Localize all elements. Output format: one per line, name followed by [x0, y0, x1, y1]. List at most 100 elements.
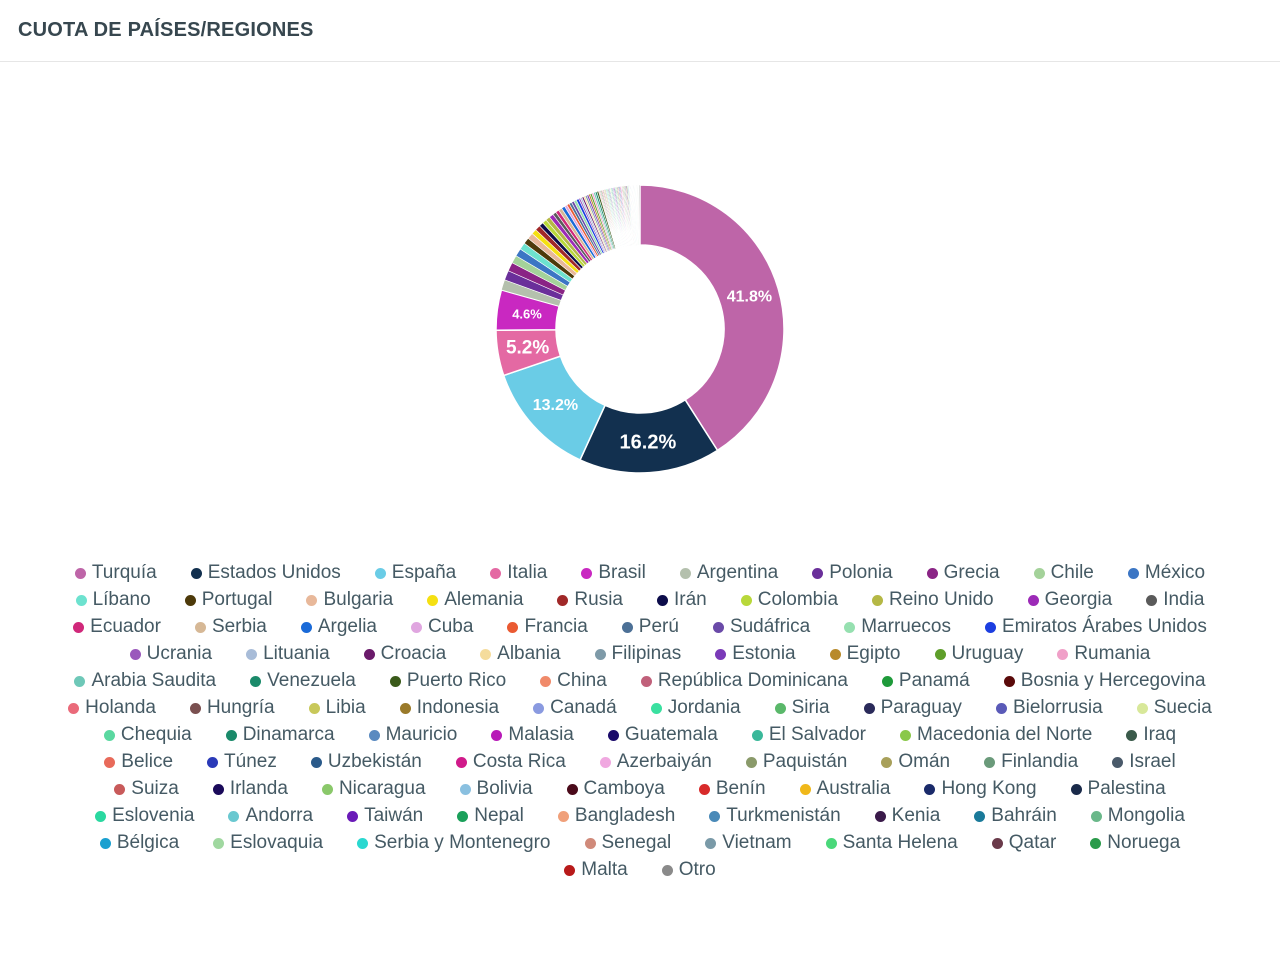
legend-item[interactable]: Rumania [1057, 643, 1150, 665]
legend-item[interactable]: Bulgaria [306, 589, 393, 611]
legend-item[interactable]: España [374, 562, 456, 584]
slice-turqu-a[interactable] [639, 184, 785, 452]
legend-item[interactable]: Sudáfrica [712, 616, 810, 638]
legend-item[interactable]: Dinamarca [225, 724, 335, 746]
legend-item[interactable]: Andorra [228, 805, 313, 827]
legend-item[interactable]: Túnez [207, 751, 277, 773]
legend-item[interactable]: Hungría [189, 697, 275, 719]
legend-item[interactable]: Paraguay [863, 697, 962, 719]
legend-item[interactable]: Jordania [650, 697, 741, 719]
legend-item[interactable]: Albania [480, 643, 561, 665]
legend-item[interactable]: Italia [490, 562, 547, 584]
legend-item[interactable]: Argelia [300, 616, 377, 638]
legend-item[interactable]: Mauricio [368, 724, 457, 746]
legend-item[interactable]: Santa Helena [825, 832, 958, 854]
legend-item[interactable]: Otro [661, 859, 716, 881]
legend-item[interactable]: Guatemala [607, 724, 718, 746]
legend-item[interactable]: Nepal [457, 805, 524, 827]
legend-item[interactable]: Irlanda [212, 778, 288, 800]
legend-item[interactable]: El Salvador [751, 724, 866, 746]
legend-item[interactable]: Líbano [75, 589, 151, 611]
legend-item[interactable]: Turkmenistán [709, 805, 841, 827]
legend-item[interactable]: Colombia [740, 589, 838, 611]
legend-item[interactable]: Finlandia [984, 751, 1078, 773]
legend-item[interactable]: Indonesia [399, 697, 499, 719]
legend-item[interactable]: Eslovaquia [213, 832, 323, 854]
legend-item[interactable]: Francia [507, 616, 588, 638]
legend-item[interactable]: Hong Kong [924, 778, 1037, 800]
legend-item[interactable]: Macedonia del Norte [900, 724, 1092, 746]
legend-item[interactable]: Chile [1033, 562, 1094, 584]
legend-item[interactable]: Ecuador [73, 616, 161, 638]
legend-item[interactable]: Lituania [246, 643, 330, 665]
legend-item[interactable]: Panamá [881, 670, 970, 692]
legend-item[interactable]: Perú [621, 616, 679, 638]
legend-item[interactable]: Paquistán [745, 751, 847, 773]
legend-item[interactable]: Noruega [1090, 832, 1180, 854]
legend-item[interactable]: Uzbekistán [310, 751, 422, 773]
legend-item[interactable]: Senegal [584, 832, 671, 854]
legend-item[interactable]: Bangladesh [557, 805, 675, 827]
legend-item[interactable]: Estados Unidos [190, 562, 341, 584]
legend-item[interactable]: Iraq [1126, 724, 1176, 746]
legend-item[interactable]: Kenia [874, 805, 940, 827]
legend-item[interactable]: Bahráin [974, 805, 1057, 827]
legend-item[interactable]: Vietnam [705, 832, 792, 854]
legend-item[interactable]: Benín [698, 778, 766, 800]
legend-item[interactable]: Irán [657, 589, 707, 611]
legend-item[interactable]: Marruecos [844, 616, 951, 638]
legend-item[interactable]: Eslovenia [95, 805, 194, 827]
legend-item[interactable]: Malta [564, 859, 628, 881]
legend-item[interactable]: Camboya [566, 778, 665, 800]
legend-item[interactable]: México [1127, 562, 1205, 584]
legend-item[interactable]: Rusia [557, 589, 623, 611]
legend-item[interactable]: Qatar [991, 832, 1056, 854]
legend-item[interactable]: Libia [308, 697, 366, 719]
legend-item[interactable]: Bélgica [99, 832, 179, 854]
legend-item[interactable]: Chequia [103, 724, 192, 746]
legend-item[interactable]: Georgia [1027, 589, 1112, 611]
legend-item[interactable]: Serbia y Montenegro [357, 832, 551, 854]
legend-item[interactable]: Polonia [812, 562, 893, 584]
legend-item[interactable]: Argentina [679, 562, 778, 584]
legend-item[interactable]: Costa Rica [455, 751, 566, 773]
legend-item[interactable]: Alemania [427, 589, 523, 611]
legend-item[interactable]: Reino Unido [872, 589, 994, 611]
legend-item[interactable]: Canadá [533, 697, 617, 719]
legend-item[interactable]: Brasil [581, 562, 646, 584]
legend-item[interactable]: Australia [799, 778, 890, 800]
legend-item[interactable]: Portugal [184, 589, 272, 611]
legend-item[interactable]: Grecia [926, 562, 1000, 584]
legend-item[interactable]: Taiwán [347, 805, 423, 827]
legend-item[interactable]: India [1146, 589, 1204, 611]
legend-item[interactable]: Bielorrusia [995, 697, 1103, 719]
legend-item[interactable]: Holanda [68, 697, 156, 719]
legend-item[interactable]: Bosnia y Hercegovina [1003, 670, 1206, 692]
legend-item[interactable]: Malasia [491, 724, 574, 746]
legend-item[interactable]: Israel [1112, 751, 1176, 773]
legend-item[interactable]: Filipinas [594, 643, 681, 665]
legend-item[interactable]: Ucrania [129, 643, 212, 665]
legend-item[interactable]: Puerto Rico [389, 670, 506, 692]
legend-item[interactable]: Serbia [194, 616, 267, 638]
legend-item[interactable]: Suiza [114, 778, 179, 800]
legend-item[interactable]: Turquía [74, 562, 157, 584]
legend-item[interactable]: Venezuela [250, 670, 356, 692]
legend-item[interactable]: China [540, 670, 607, 692]
legend-item[interactable]: Egipto [829, 643, 901, 665]
slice-otro[interactable] [638, 184, 641, 246]
legend-item[interactable]: Mongolia [1090, 805, 1185, 827]
legend-item[interactable]: Uruguay [934, 643, 1023, 665]
legend-item[interactable]: Arabia Saudita [74, 670, 216, 692]
legend-item[interactable]: Omán [881, 751, 950, 773]
legend-item[interactable]: Palestina [1070, 778, 1166, 800]
legend-item[interactable]: Suecia [1136, 697, 1212, 719]
legend-item[interactable]: Siria [774, 697, 830, 719]
legend-item[interactable]: Nicaragua [321, 778, 426, 800]
legend-item[interactable]: Belice [104, 751, 173, 773]
legend-item[interactable]: Bolivia [459, 778, 533, 800]
legend-item[interactable]: Estonia [715, 643, 796, 665]
legend-item[interactable]: República Dominicana [640, 670, 848, 692]
legend-item[interactable]: Azerbaiyán [599, 751, 712, 773]
legend-item[interactable]: Croacia [363, 643, 446, 665]
